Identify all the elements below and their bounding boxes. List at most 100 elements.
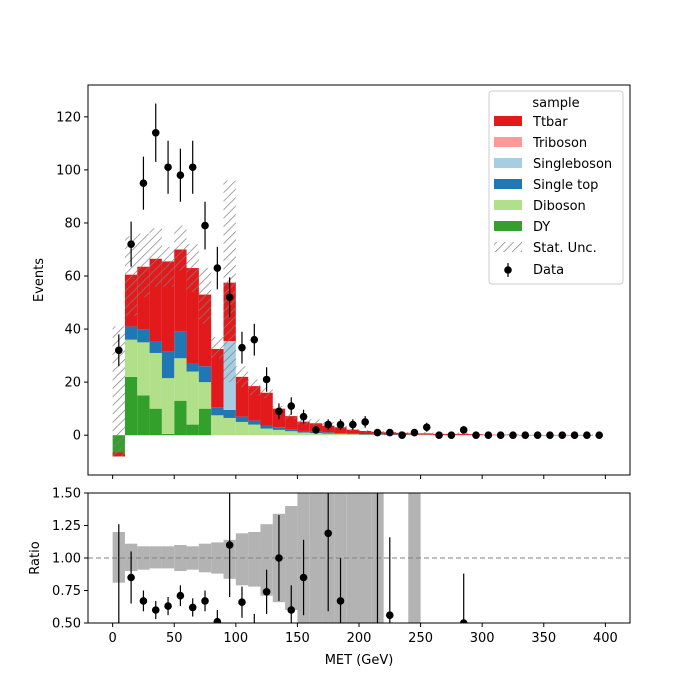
legend-swatch-triboson xyxy=(494,137,522,147)
main-y-axis-label: Events xyxy=(32,258,47,302)
data-point xyxy=(447,431,456,440)
data-point xyxy=(558,431,567,440)
stat-unc-band xyxy=(161,246,175,287)
legend-label-data: Data xyxy=(533,263,564,278)
data-point xyxy=(595,431,604,440)
bar-diboson xyxy=(161,378,175,434)
bar-single-top xyxy=(359,434,372,435)
bar-diboson xyxy=(137,342,150,396)
ratio-point xyxy=(299,573,308,582)
data-point xyxy=(238,343,246,352)
ratio-point xyxy=(287,606,296,614)
bar-single-top xyxy=(285,429,298,432)
data-point xyxy=(324,420,333,429)
ratio-y-tick-label: 1.00 xyxy=(52,552,81,567)
legend-swatch-diboson xyxy=(494,200,522,210)
ratio-x-tick-label: 150 xyxy=(285,631,310,646)
bar-dy xyxy=(198,408,212,436)
ratio-point xyxy=(213,617,222,623)
data-point xyxy=(533,431,542,440)
data-point xyxy=(385,428,394,437)
data-point xyxy=(127,240,135,248)
legend-label-single-top: Single top xyxy=(533,178,598,193)
bar-single-top xyxy=(137,329,150,343)
main-plot-axes: 0 20 40 60 80 100 120 xyxy=(56,110,606,479)
ratio-point xyxy=(324,529,333,538)
stat-unc-band xyxy=(174,225,187,271)
stat-unc-band xyxy=(248,379,261,396)
main-y-tick-label: 0 xyxy=(73,429,81,444)
ratio-point xyxy=(176,591,185,600)
ratio-x-tick-label: 400 xyxy=(593,631,618,646)
bar-single-top xyxy=(346,433,359,435)
data-point xyxy=(509,431,517,440)
bar-diboson xyxy=(149,352,162,409)
ratio-point xyxy=(151,606,160,614)
bar-ttbar xyxy=(346,429,359,434)
ratio-x-tick-label: 200 xyxy=(347,631,372,646)
legend-items: Ttbar Triboson Singleboson Single top Diboso… xyxy=(494,115,612,278)
bar-diboson xyxy=(223,417,236,436)
stat-unc-band xyxy=(260,387,273,399)
bar-single-top xyxy=(223,410,236,418)
ratio-point xyxy=(336,597,345,605)
stat-unc-band xyxy=(149,228,162,287)
bar-ttbar xyxy=(334,427,347,434)
data-point xyxy=(213,264,222,272)
ratio-unc-band xyxy=(161,546,175,569)
bar-ttbar xyxy=(260,392,273,426)
stat-unc-band xyxy=(309,419,323,426)
data-point xyxy=(275,407,283,416)
data-point xyxy=(225,293,234,302)
stat-unc-band xyxy=(285,413,298,420)
bar-diboson xyxy=(309,433,323,436)
bar-single-top xyxy=(161,351,175,379)
data-point xyxy=(435,431,443,440)
ratio-unc-band xyxy=(248,532,261,587)
legend-label-ttbar: Ttbar xyxy=(532,115,568,130)
data-point xyxy=(496,431,505,440)
stat-unc-band xyxy=(198,268,212,324)
bar-diboson xyxy=(211,415,224,436)
ratio-unc-band xyxy=(359,493,372,623)
bar-ttbar xyxy=(211,348,224,408)
data-point xyxy=(299,412,308,421)
ratio-x-tick-label: 250 xyxy=(408,631,433,646)
ratio-point xyxy=(262,588,271,596)
main-y-tick-label: 60 xyxy=(64,270,81,285)
legend-label-dy: DY xyxy=(533,220,550,235)
bar-diboson xyxy=(272,429,286,436)
bar-diboson xyxy=(174,358,187,401)
ratio-y-axis-label: Ratio xyxy=(28,541,43,574)
data-point xyxy=(398,431,406,440)
ratio-point xyxy=(188,603,197,612)
data-point xyxy=(287,402,296,410)
bar-diboson xyxy=(322,433,335,436)
ratio-x-tick-label: 50 xyxy=(166,631,183,646)
stat-unc-band xyxy=(112,326,125,457)
ratio-plot: 0 50 100 150 200 250 300 350 400 0.50 0.75 1.00 1.25… xyxy=(28,487,631,668)
data-point xyxy=(410,428,419,437)
data-point xyxy=(151,128,160,137)
main-y-tick-label: 20 xyxy=(64,376,81,391)
ratio-y-tick-label: 0.50 xyxy=(52,617,81,632)
data-point xyxy=(114,346,123,355)
main-y-tick-label: 40 xyxy=(64,323,81,338)
ratio-point xyxy=(139,597,148,605)
legend-swatch-data xyxy=(504,266,512,274)
bar-single-top xyxy=(272,427,286,430)
data-point xyxy=(262,375,271,384)
bar-single-top xyxy=(260,425,273,429)
legend-title: sample xyxy=(532,96,579,111)
stat-unc-band xyxy=(211,337,224,359)
ratio-x-tick-label: 100 xyxy=(223,631,248,646)
data-point xyxy=(336,420,345,429)
data-point xyxy=(373,428,382,437)
data-point xyxy=(472,431,480,440)
ratio-point xyxy=(225,541,234,549)
ratio-unc-band xyxy=(235,533,249,586)
stat-unc-band xyxy=(235,366,249,388)
ratio-point xyxy=(201,597,209,605)
legend-swatch-stat-unc xyxy=(494,242,522,252)
